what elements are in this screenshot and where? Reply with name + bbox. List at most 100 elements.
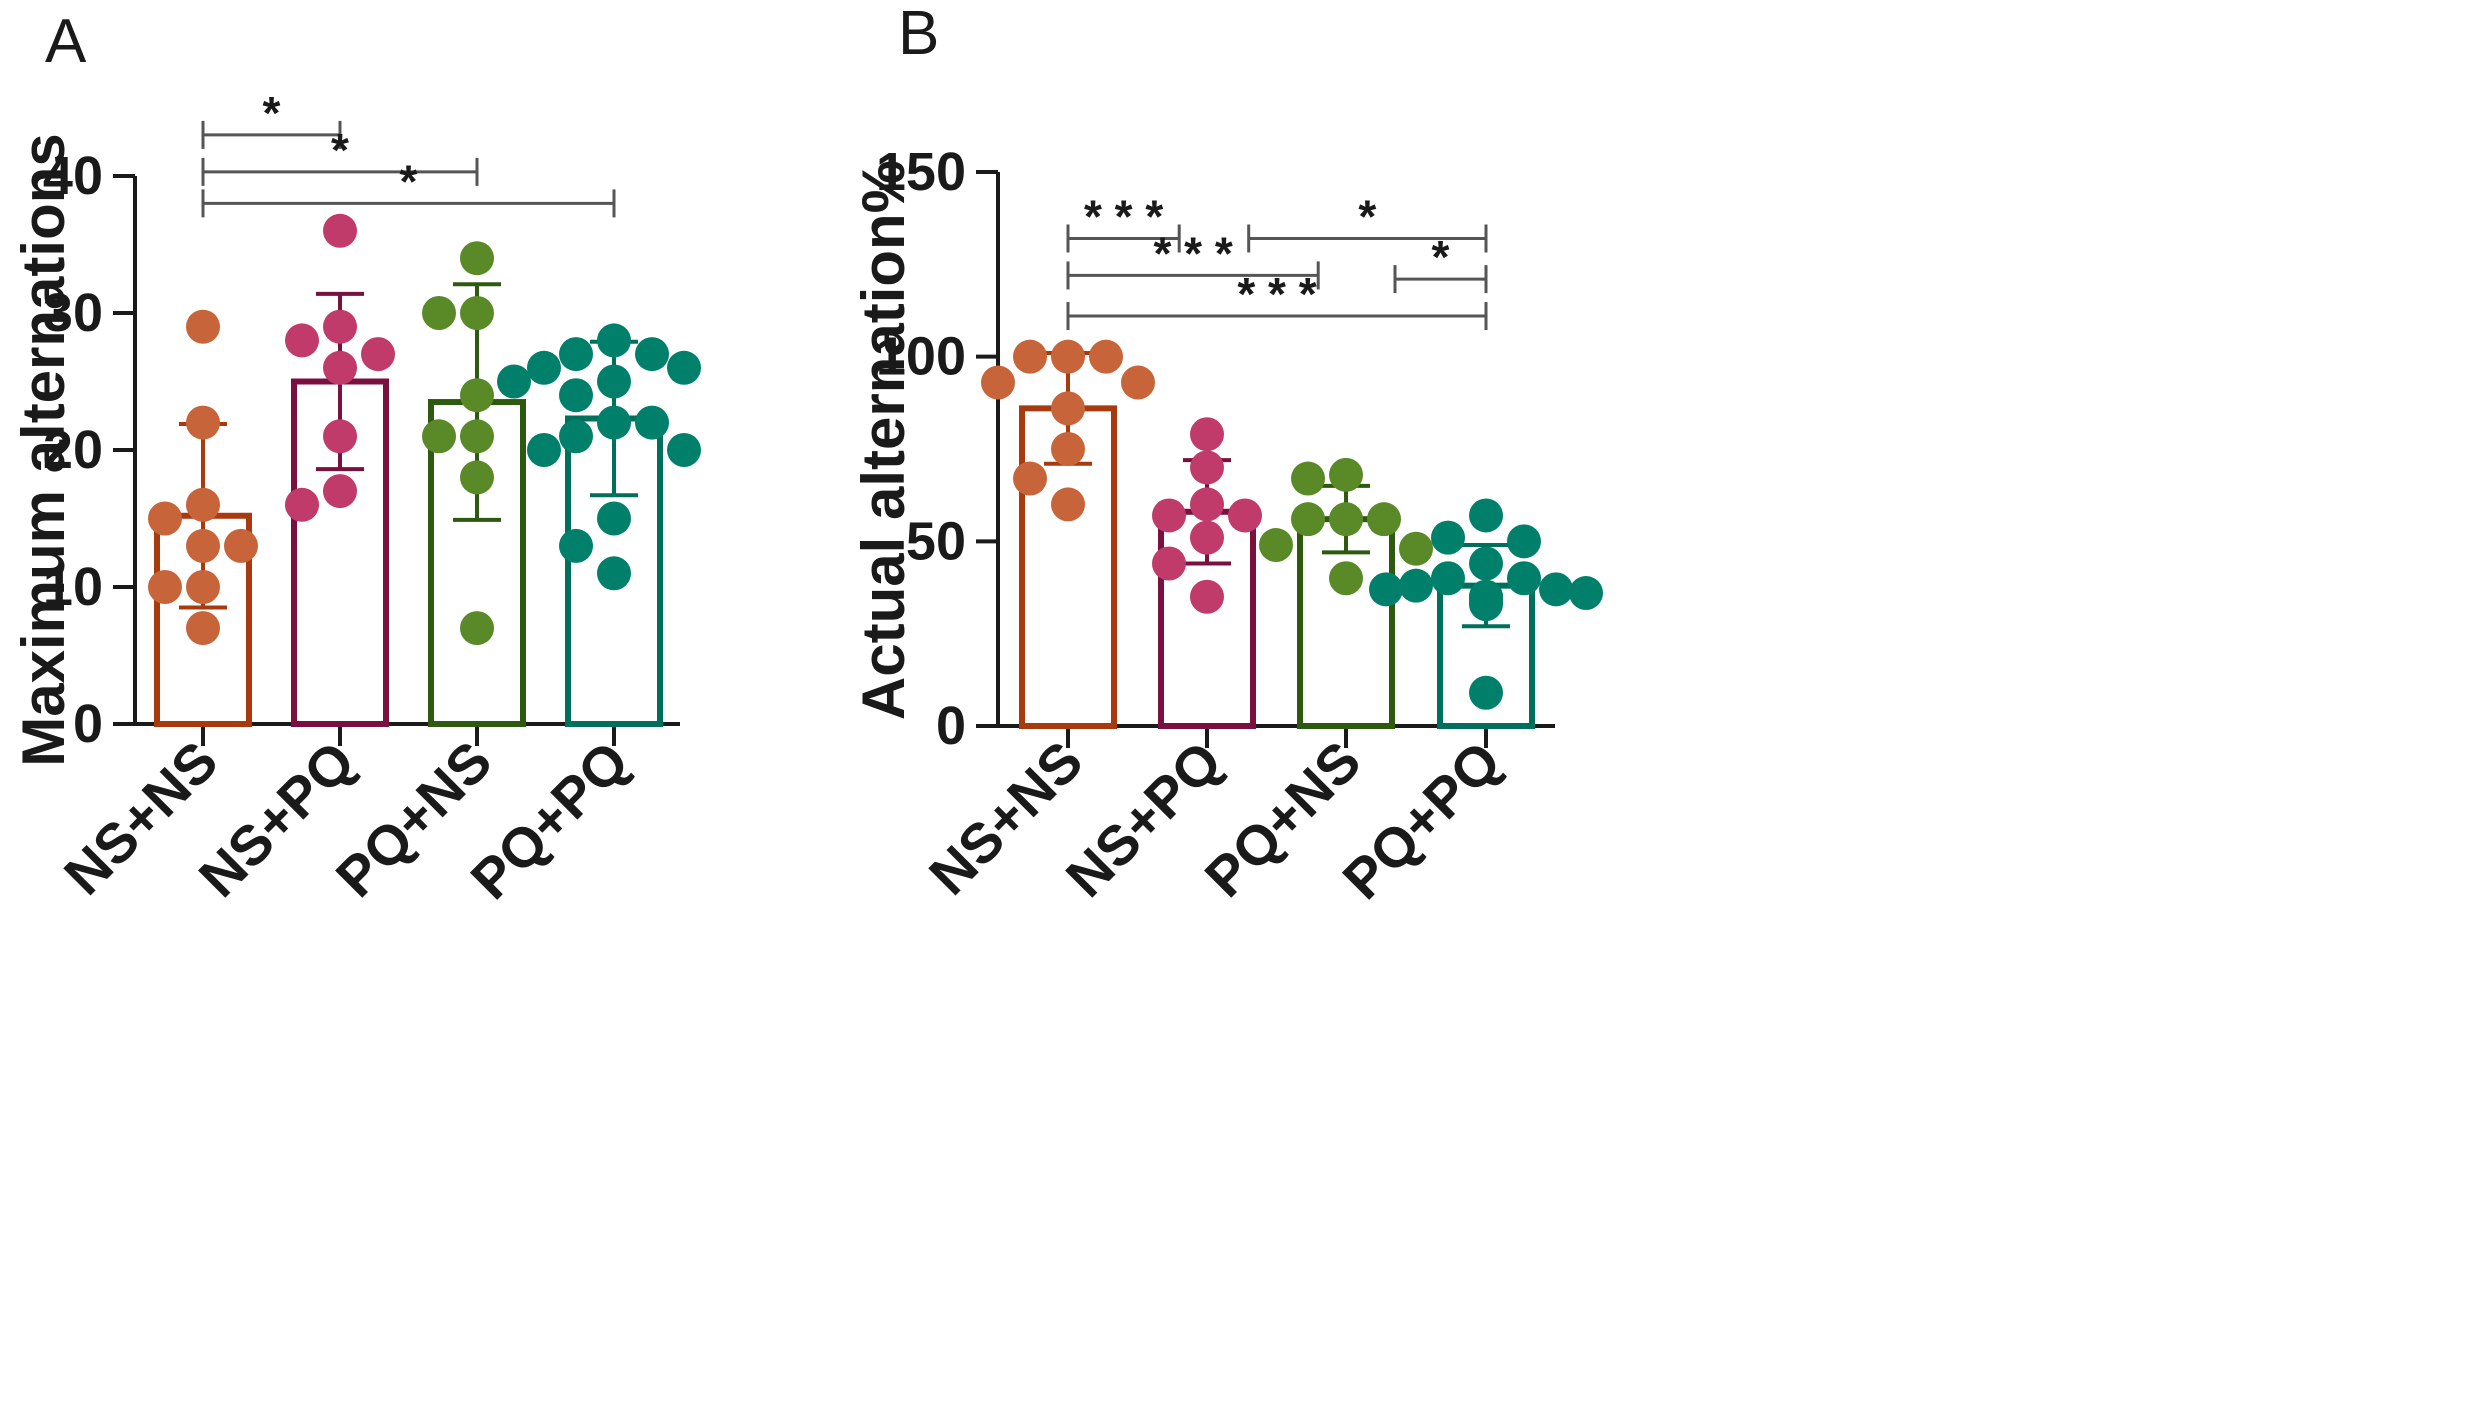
data-point [1228, 498, 1262, 533]
significance-label: * [400, 155, 418, 207]
y-axis-title: Actual alternation% [850, 160, 917, 720]
data-point [186, 405, 220, 440]
data-point [559, 528, 593, 563]
data-point [1431, 561, 1465, 596]
data-point [1190, 450, 1224, 485]
data-point [527, 350, 561, 385]
data-point [1329, 457, 1363, 492]
data-point [186, 611, 220, 646]
data-point [1152, 498, 1186, 533]
data-point [1507, 524, 1541, 559]
data-point [1051, 487, 1085, 522]
data-point [667, 350, 701, 385]
data-point [1190, 487, 1224, 522]
data-point [597, 556, 631, 591]
data-point [186, 570, 220, 604]
data-point [460, 419, 494, 454]
y-tick-label: 100 [876, 327, 966, 387]
data-point [285, 323, 319, 358]
data-point [1291, 461, 1325, 496]
data-point [1190, 520, 1224, 555]
data-point [460, 460, 494, 495]
data-point [186, 487, 220, 522]
significance-label: * [331, 124, 349, 176]
data-point [1291, 502, 1325, 537]
data-point [1399, 531, 1433, 566]
data-point [1329, 502, 1363, 537]
data-point [1507, 561, 1541, 596]
data-point [323, 350, 357, 385]
data-point [323, 213, 357, 248]
data-point [186, 528, 220, 563]
data-point [597, 323, 631, 358]
data-point [323, 309, 357, 344]
significance-label: * * * [1237, 268, 1316, 320]
y-tick-label: 150 [876, 142, 966, 202]
data-point [1569, 576, 1603, 611]
data-point [559, 337, 593, 372]
data-point [186, 309, 220, 344]
y-tick-label: 20 [43, 420, 103, 480]
significance-label: * [263, 87, 281, 139]
data-point [1051, 391, 1085, 426]
data-point [981, 365, 1015, 400]
data-point [1329, 561, 1363, 596]
data-point [361, 337, 395, 372]
data-point [1539, 572, 1573, 607]
x-category-label: NS+PQ [1054, 729, 1234, 909]
data-point [1399, 568, 1433, 603]
data-point [1089, 339, 1123, 374]
data-point [1013, 339, 1047, 374]
x-category-label: NS+PQ [187, 729, 367, 909]
significance-label: * [1358, 190, 1376, 242]
y-tick-label: 0 [73, 694, 103, 754]
data-point [1051, 339, 1085, 374]
data-point [559, 378, 593, 413]
data-point [1152, 546, 1186, 581]
significance-label: * * * [1153, 227, 1232, 279]
y-tick-label: 40 [43, 146, 103, 206]
data-point [1469, 675, 1503, 710]
data-point [667, 433, 701, 467]
data-point [460, 611, 494, 646]
data-point [1469, 546, 1503, 581]
data-point [559, 419, 593, 454]
data-point [597, 501, 631, 536]
data-point [224, 528, 258, 563]
panel-letter: B [898, 0, 939, 68]
y-tick-label: 50 [906, 511, 966, 571]
data-point [497, 364, 531, 399]
data-point [635, 337, 669, 372]
data-point [1051, 432, 1085, 466]
data-point [460, 241, 494, 276]
y-tick-label: 30 [43, 283, 103, 343]
data-point [148, 501, 182, 536]
data-point [1369, 572, 1403, 607]
data-point [1469, 498, 1503, 533]
data-point [1259, 528, 1293, 563]
data-point [460, 378, 494, 413]
data-point [1469, 587, 1503, 622]
y-tick-label: 0 [936, 696, 966, 756]
data-point [1121, 365, 1155, 400]
data-point [422, 296, 456, 330]
data-point [323, 419, 357, 454]
data-point [323, 474, 357, 509]
significance-label: * * * [1084, 190, 1163, 242]
data-point [1431, 520, 1465, 555]
data-point [422, 419, 456, 454]
panel-letter: A [45, 7, 87, 76]
data-point [635, 405, 669, 440]
y-tick-label: 10 [43, 557, 103, 617]
data-point [460, 296, 494, 330]
data-point [597, 405, 631, 440]
data-point [1367, 502, 1401, 537]
x-category-label: PQ+PQ [1330, 729, 1512, 911]
significance-label: * [1432, 231, 1450, 283]
data-point [1190, 579, 1224, 614]
data-point [285, 487, 319, 522]
data-point [597, 364, 631, 399]
